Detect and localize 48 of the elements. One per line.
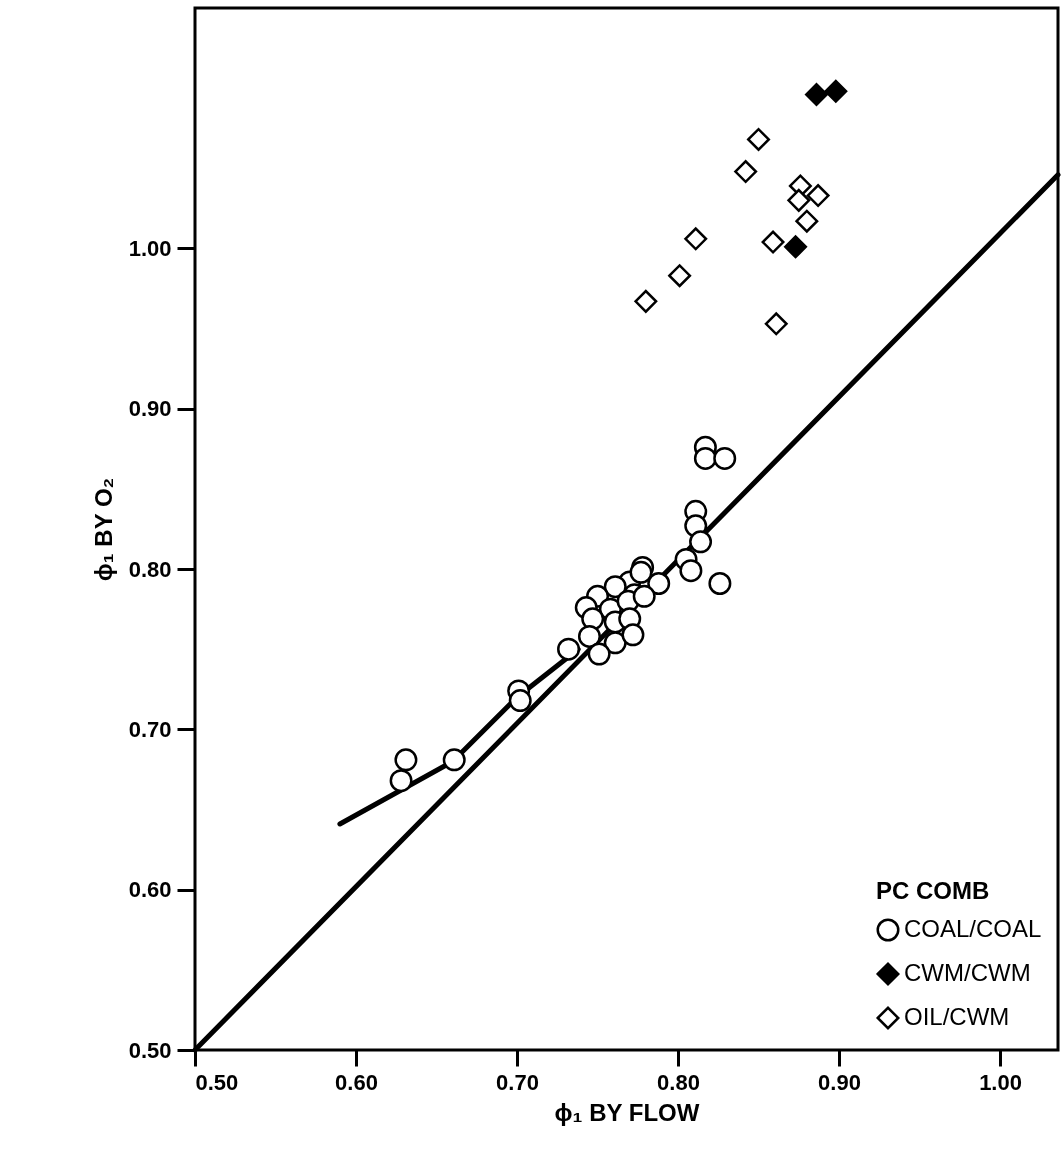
point <box>795 209 819 233</box>
point <box>734 160 758 184</box>
x-tick-label: 0.80 <box>657 1069 700 1095</box>
y-tick-label: 0.90 <box>128 396 172 422</box>
point <box>581 607 605 631</box>
point <box>761 230 785 254</box>
y-tick-label: 0.70 <box>128 716 172 742</box>
point <box>442 748 466 772</box>
point <box>647 572 671 595</box>
point <box>806 184 830 208</box>
point <box>668 264 692 288</box>
point <box>764 312 788 336</box>
point <box>804 83 828 107</box>
x-axis-title: ϕ₁ BY FLOW <box>554 1098 700 1126</box>
point <box>784 235 808 259</box>
x-tick-label: 0.60 <box>335 1069 378 1095</box>
point <box>679 559 703 583</box>
y-tick-label: 1.00 <box>128 235 172 261</box>
y-tick-label: 0.60 <box>128 877 172 903</box>
point <box>389 769 413 793</box>
point <box>693 446 717 470</box>
legend-label: CWM/CWM <box>904 959 1031 986</box>
point <box>621 623 645 647</box>
point <box>747 127 771 151</box>
x-tick-label: 0.70 <box>496 1069 539 1095</box>
point <box>394 748 418 772</box>
point <box>508 689 532 713</box>
y-tick-label: 0.50 <box>128 1037 172 1063</box>
point <box>634 289 658 313</box>
legend-title: PC COMB <box>876 877 990 904</box>
point <box>557 637 581 661</box>
point <box>713 446 737 470</box>
x-tick-label: 0.90 <box>818 1069 861 1095</box>
legend-label: OIL/CWM <box>904 1003 1010 1030</box>
point <box>787 188 811 212</box>
point <box>684 227 708 251</box>
y-tick-label: 0.80 <box>128 556 172 582</box>
legend-label: COAL/COAL <box>904 915 1042 942</box>
point <box>629 560 653 584</box>
point <box>708 572 732 595</box>
point <box>824 79 848 103</box>
x-tick-label: 0.50 <box>195 1069 239 1095</box>
x-tick-label: 1.00 <box>979 1069 1022 1095</box>
point <box>587 642 611 666</box>
y-axis-title: ϕ₁ BY O₂ <box>89 477 117 582</box>
point <box>632 584 656 608</box>
point <box>577 624 601 648</box>
point <box>689 530 713 554</box>
